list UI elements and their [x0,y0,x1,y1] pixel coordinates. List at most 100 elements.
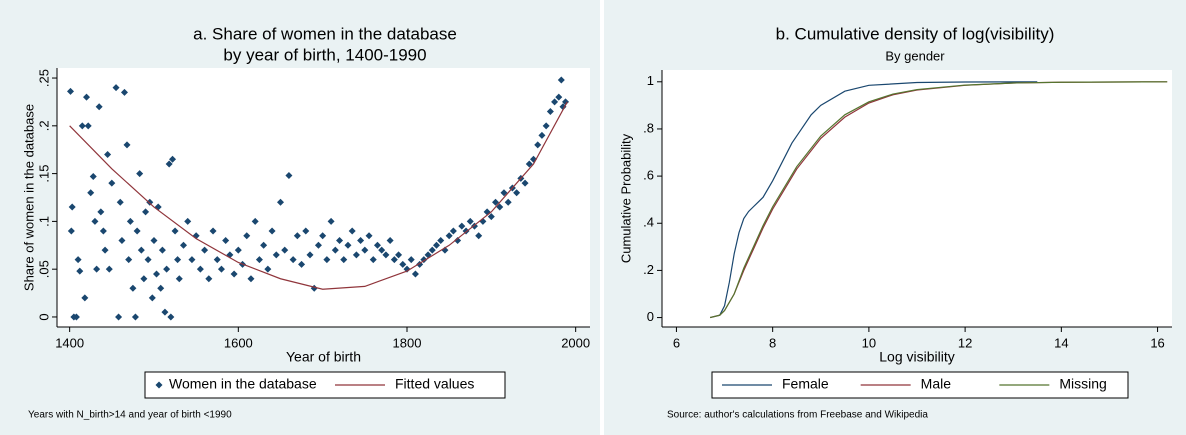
data-point [557,76,565,84]
data-point [167,313,175,321]
y-tick-label: .15 [36,165,51,183]
data-point [407,256,415,264]
data-point [395,251,403,259]
y-axis-label: Cumulative Probability [618,133,633,263]
data-point [150,237,158,245]
data-point [562,98,570,106]
data-point [513,189,521,197]
data-point [390,256,398,264]
data-point [116,198,124,206]
data-point [115,313,123,321]
data-point [201,246,209,254]
data-point [157,284,165,292]
data-point [445,232,453,240]
data-point [101,246,109,254]
data-point [369,256,377,264]
y-tick-label: .4 [643,215,654,230]
data-point [496,203,504,211]
x-tick-label: 2000 [561,335,590,350]
note: Source: author's calculations from Freeb… [667,410,928,421]
data-point [466,217,474,225]
data-point [298,260,306,268]
data-point [126,217,134,225]
x-tick-label: 1400 [55,335,84,350]
data-point [68,203,76,211]
data-point [120,88,128,96]
y-tick-label: .2 [36,120,51,131]
data-point [399,260,407,268]
data-point [171,227,179,235]
data-point [276,198,284,206]
data-point [148,294,156,302]
data-point [234,246,242,254]
x-tick-label: 12 [958,335,972,350]
data-point [378,246,386,254]
data-point [205,275,213,283]
data-point [428,246,436,254]
data-point [184,217,192,225]
data-point [163,265,171,273]
data-point [500,189,508,197]
data-point [449,227,457,235]
y-axis-label: Share of women in the database [21,104,36,291]
y-tick-label: .25 [36,69,51,87]
data-line [709,81,1038,319]
data-point [281,246,289,254]
x-axis-label: Log visibility [879,349,954,365]
data-point [555,93,563,101]
legend-swatch [155,381,163,389]
data-point [411,270,419,278]
data-point [504,198,512,206]
legend-box [711,371,1129,399]
y-tick-label: .6 [643,168,654,183]
chart-title: a. Share of women in the database [193,24,457,43]
data-point [433,241,441,249]
data-point [319,232,327,240]
data-point [230,270,238,278]
data-point [118,237,126,245]
data-point [175,275,183,283]
data-point [89,172,97,180]
data-point [76,267,84,275]
data-point [108,179,116,187]
note: Years with N_birth>14 and year of birth … [28,410,232,421]
y-tick-label: .05 [36,260,51,278]
data-point [386,237,394,245]
x-tick-label: 10 [862,335,876,350]
data-point [169,155,177,163]
data-point [140,275,148,283]
data-point [340,256,348,264]
x-tick-label: 8 [769,335,776,350]
data-point [559,103,567,111]
data-point [196,265,204,273]
data-point [125,256,133,264]
data-point [104,150,112,158]
data-point [285,172,293,180]
data-point [97,208,105,216]
data-point [403,265,411,273]
data-point [133,227,141,235]
data-point [272,251,280,259]
data-point [67,227,75,235]
y-tick-label: 0 [36,313,51,320]
data-point [546,107,554,115]
x-tick-label: 6 [673,335,680,350]
x-tick-label: 1800 [393,335,422,350]
data-point [255,256,263,264]
data-point [302,227,310,235]
data-line [69,101,568,290]
data-point [538,131,546,139]
data-point [521,179,529,187]
data-point [158,246,166,254]
legend-label: Male [921,376,952,392]
data-point [348,227,356,235]
data-point [357,237,365,245]
legend-box [144,371,506,399]
x-tick-label: 16 [1150,335,1164,350]
data-point [144,256,152,264]
data-point [99,227,107,235]
data-point [458,222,466,230]
data-point [331,246,339,254]
y-tick-label: 0 [647,309,654,324]
